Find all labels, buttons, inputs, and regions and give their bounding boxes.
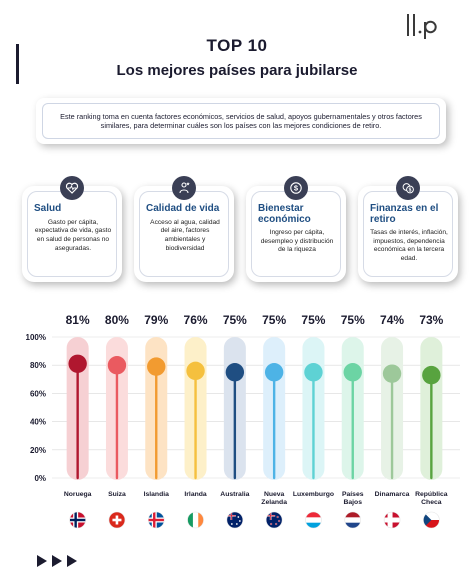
page-subtitle: Los mejores países para jubilarse — [116, 62, 358, 79]
category-label: Australia — [220, 491, 249, 498]
card-description: Ingreso per cápita, desempleo y distribu… — [260, 229, 334, 254]
lollipop-head — [304, 363, 323, 382]
dollar-coin-icon: $ — [284, 176, 308, 200]
card-title: Finanzas en el retiro — [370, 203, 439, 225]
luxembourg-flag-icon — [305, 511, 322, 529]
value-label: 81% — [66, 313, 90, 327]
value-label: 75% — [341, 313, 365, 327]
card-calidad-vida: Calidad de vida Acceso al agua, calidad … — [134, 176, 234, 282]
y-tick-label: 60% — [30, 389, 46, 398]
category-label: República Checa — [415, 491, 448, 506]
category-label: Irlanda — [184, 491, 207, 498]
czech-flag-icon — [423, 511, 440, 529]
intro-box: Este ranking toma en cuenta factores eco… — [36, 98, 446, 144]
value-label: 76% — [184, 313, 208, 327]
lollipop-chart: 0% 20% 40% 60% 80% 100% 81% Noruega 80% Suiza 79% I… — [26, 313, 460, 529]
value-label: 80% — [105, 313, 129, 327]
lollipop-head — [382, 364, 402, 383]
norway-flag-icon — [69, 511, 86, 529]
y-tick-label: 40% — [30, 418, 46, 427]
denmark-flag-icon — [383, 511, 401, 529]
switzerland-flag-icon — [108, 511, 126, 529]
card-description: Tasas de interés, inflación, impuestos, … — [370, 229, 448, 263]
new-zealand-flag-icon — [265, 511, 283, 529]
y-tick-label: 0% — [34, 474, 46, 483]
svg-text:$: $ — [294, 184, 299, 193]
category-label: Suiza — [108, 491, 126, 498]
card-title: Salud — [34, 203, 62, 214]
card-description: Gasto per cápita, expectativa de vida, g… — [34, 218, 112, 252]
card-salud: Salud Gasto per cápita, expectativa de v… — [22, 176, 122, 282]
page-title: TOP 10 — [206, 36, 268, 55]
lollipop-head — [68, 354, 87, 373]
australia-flag-icon — [226, 511, 244, 529]
lollipop-head — [264, 363, 284, 382]
ireland-flag-icon — [187, 511, 204, 529]
side-accent-bar — [16, 44, 19, 84]
card-description: Acceso al agua, calidad del aire, factor… — [150, 218, 220, 252]
category-label: Dinamarca — [375, 491, 410, 498]
card-finanzas-retiro: $ Finanzas en el retiro Tasas de interés… — [358, 176, 458, 282]
coins-icon: $ — [396, 176, 420, 200]
lollipop-head — [343, 363, 362, 382]
value-label: 75% — [301, 313, 325, 327]
card-title: Bienestar económico — [258, 203, 311, 225]
lollipop-head — [147, 357, 166, 376]
category-label: Luxemburgo — [293, 491, 334, 498]
value-label: 74% — [380, 313, 404, 327]
intro-text: Este ranking toma en cuenta factores eco… — [42, 103, 440, 139]
value-label: 73% — [419, 313, 443, 327]
lollipop-head — [107, 356, 127, 375]
person-star-icon — [172, 176, 196, 200]
health-heart-icon — [60, 176, 84, 200]
y-tick-label: 100% — [26, 333, 46, 342]
category-label: Nueva Zelanda — [261, 491, 287, 506]
y-tick-label: 80% — [30, 361, 46, 370]
brand-logo — [407, 14, 437, 39]
lollipop-head — [186, 361, 205, 381]
card-bienestar-economico: $ Bienestar económico Ingreso per cápita… — [246, 176, 346, 282]
value-label: 75% — [223, 313, 247, 327]
value-label: 75% — [262, 313, 286, 327]
iceland-flag-icon — [147, 511, 165, 529]
category-label: Islandia — [144, 491, 170, 498]
next-arrows-icon — [37, 555, 77, 567]
lollipop-head — [225, 363, 245, 382]
y-tick-label: 20% — [30, 446, 46, 455]
netherlands-flag-icon — [344, 511, 362, 529]
svg-text:$: $ — [409, 187, 412, 193]
lollipop-head — [422, 365, 441, 385]
card-title: Calidad de vida — [146, 203, 220, 214]
category-label: Países Bajos — [342, 491, 364, 506]
value-label: 79% — [144, 313, 168, 327]
category-label: Noruega — [64, 491, 92, 498]
